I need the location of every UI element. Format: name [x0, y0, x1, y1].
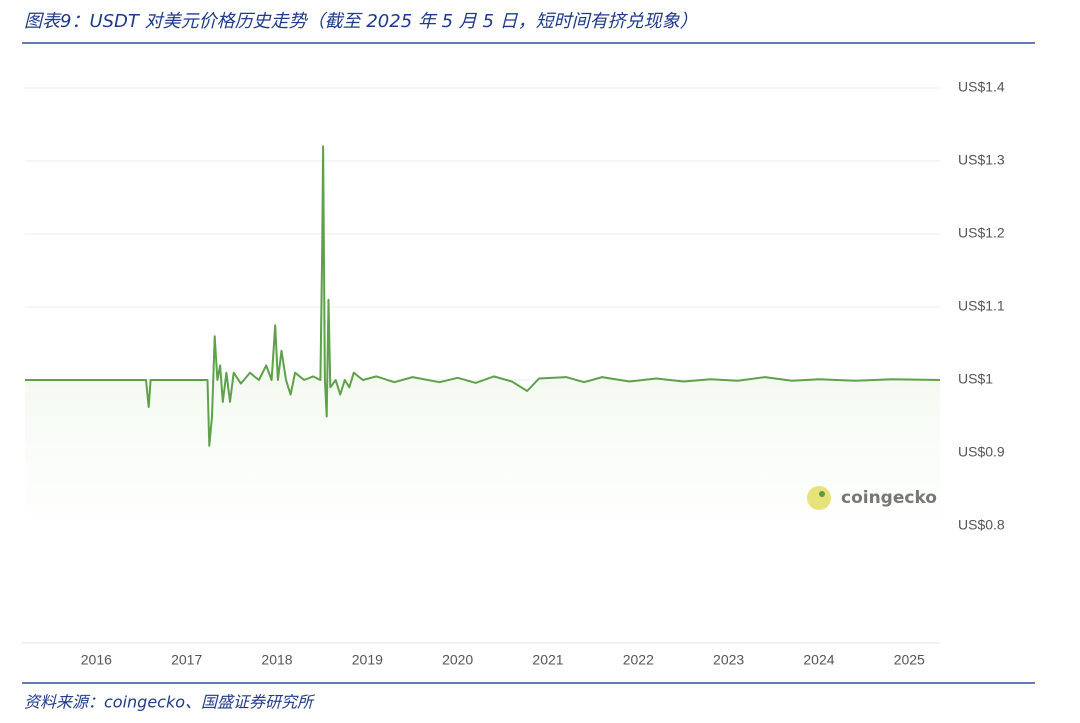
y-tick-label: US$1.1	[958, 298, 1005, 314]
x-tick-label: 2020	[442, 652, 473, 668]
x-tick-label: 2019	[352, 652, 383, 668]
watermark-logo	[807, 486, 831, 510]
x-tick-label: 2017	[171, 652, 202, 668]
watermark: coingecko	[807, 486, 937, 510]
x-tick-label: 2025	[894, 652, 925, 668]
chart-title: 图表9：USDT 对美元价格历史走势（截至 2025 年 5 月 5 日，短时间…	[24, 11, 698, 32]
y-tick-label: US$1.3	[958, 152, 1005, 168]
x-tick-label: 2021	[532, 652, 563, 668]
x-tick-label: 2023	[713, 652, 744, 668]
watermark-logo-eye	[819, 491, 825, 497]
x-tick-label: 2016	[81, 652, 112, 668]
x-tick-label: 2022	[623, 652, 654, 668]
price-line	[25, 145, 941, 447]
x-tick-label: 2024	[803, 652, 834, 668]
y-tick-label: US$0.8	[958, 517, 1005, 533]
x-tick-label: 2018	[261, 652, 292, 668]
y-tick-label: US$1.2	[958, 225, 1005, 241]
area	[25, 146, 940, 530]
y-tick-label: US$0.9	[958, 444, 1005, 460]
source-note: 资料来源：coingecko、国盛证券研究所	[24, 693, 316, 712]
watermark-text: coingecko	[841, 488, 937, 508]
y-tick-label: US$1.4	[958, 79, 1005, 95]
y-tick-label: US$1	[958, 371, 993, 387]
